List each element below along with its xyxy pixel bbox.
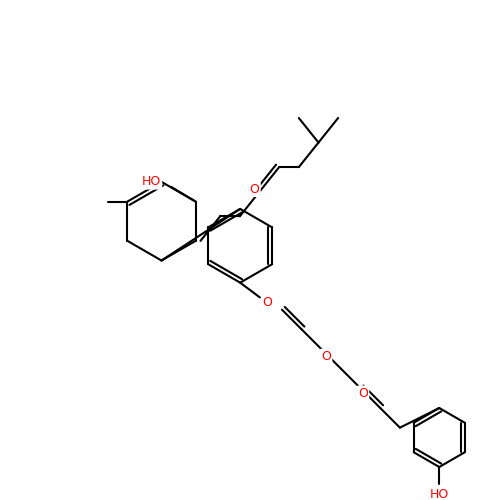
Text: O: O xyxy=(250,183,260,196)
Text: O: O xyxy=(322,350,331,363)
Text: O: O xyxy=(262,296,272,309)
Text: O: O xyxy=(358,387,368,400)
Text: HO: HO xyxy=(142,176,161,188)
Text: HO: HO xyxy=(430,488,449,500)
